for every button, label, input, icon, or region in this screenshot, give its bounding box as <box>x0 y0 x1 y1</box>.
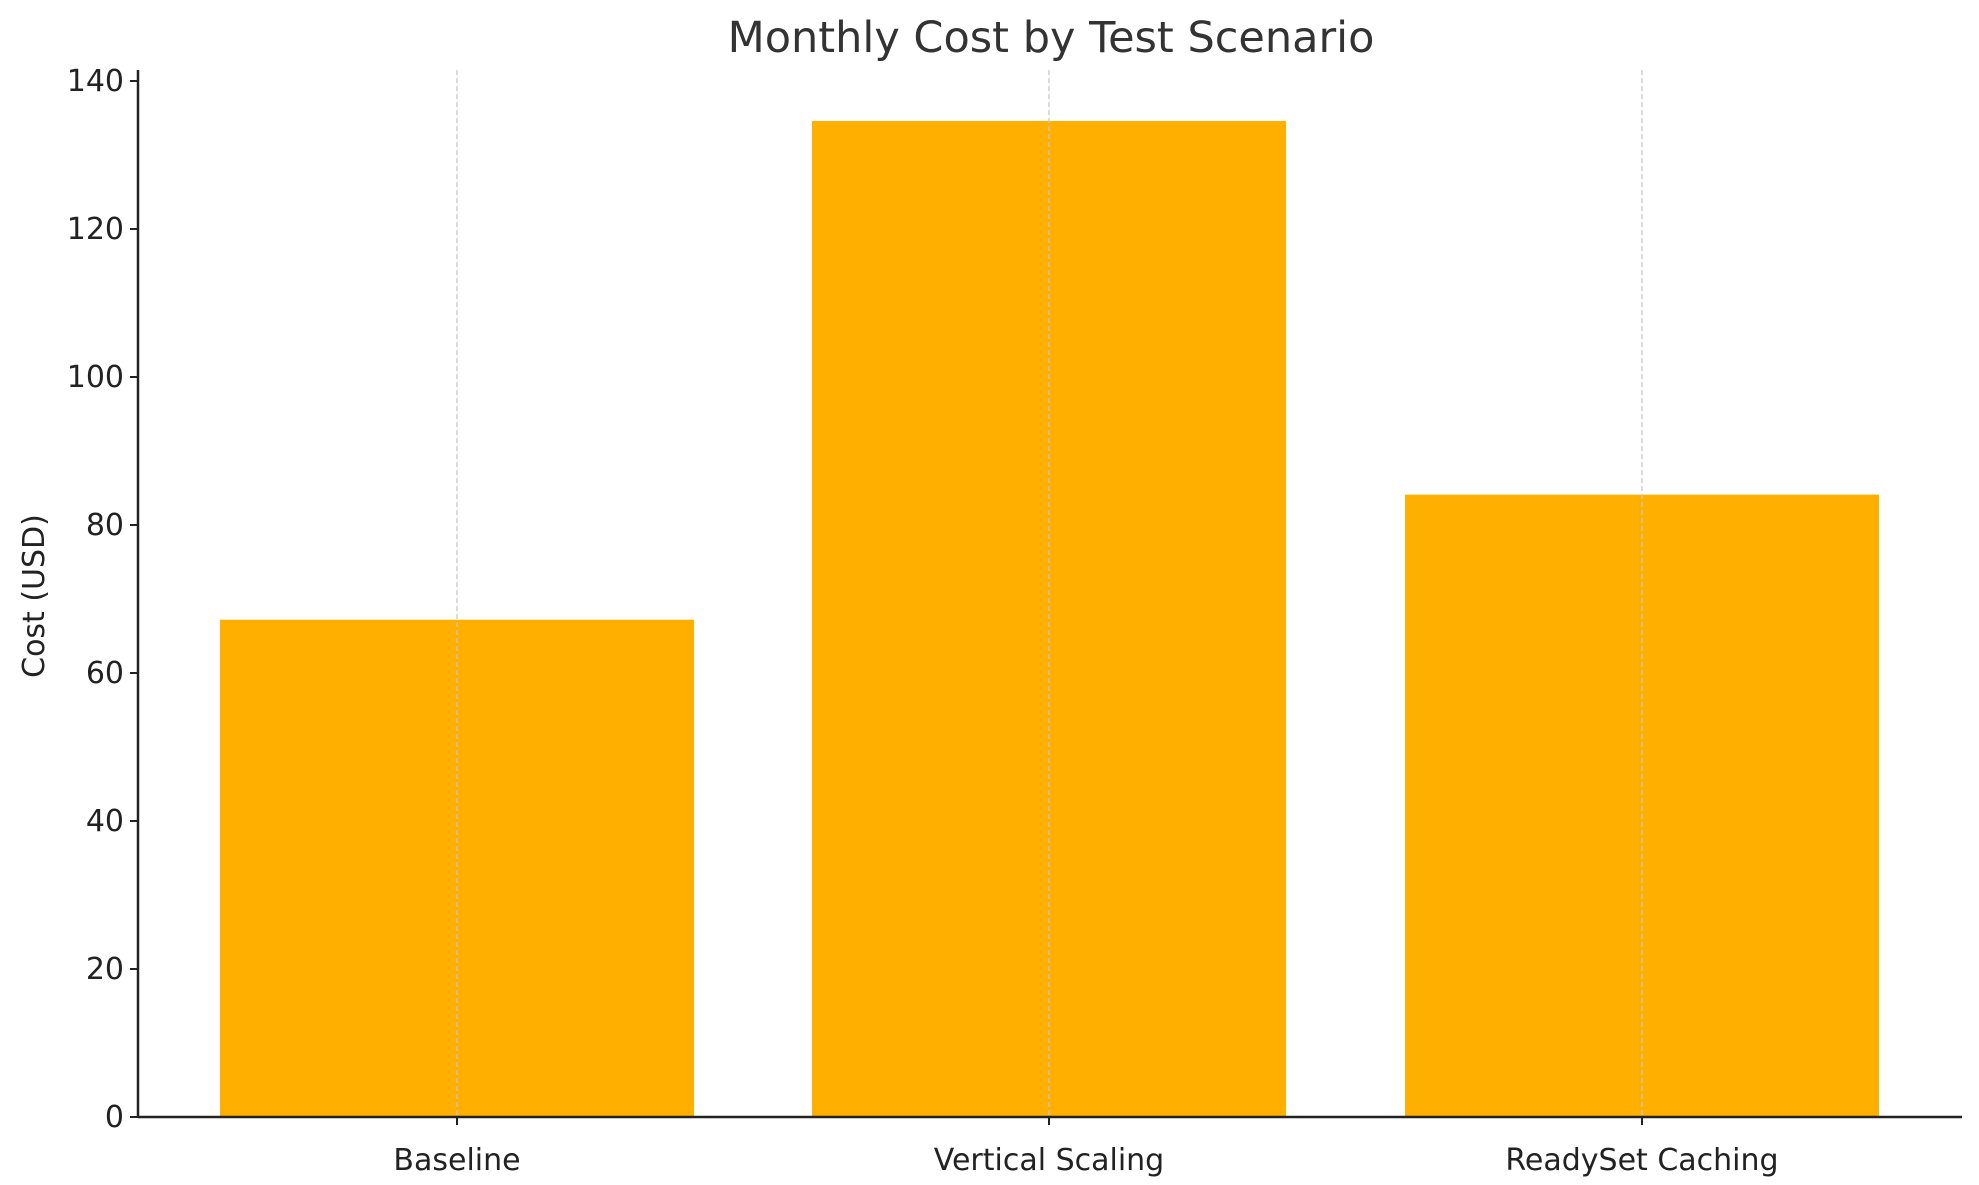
y-tick-label: 40 <box>86 804 124 839</box>
x-ticks: Baseline Vertical Scaling ReadySet Caching <box>393 1117 1779 1178</box>
chart-title: Monthly Cost by Test Scenario <box>728 13 1375 63</box>
y-tick-label: 0 <box>105 1100 124 1135</box>
x-tick-label: Vertical Scaling <box>934 1143 1164 1178</box>
y-tick-label: 140 <box>67 64 124 99</box>
y-tick-label: 120 <box>67 212 124 247</box>
y-tick-label: 20 <box>86 952 124 987</box>
grid-lines <box>456 70 1643 1117</box>
y-tick-label: 80 <box>86 508 124 543</box>
y-tick-label: 60 <box>86 656 124 691</box>
y-ticks: 0 20 40 60 80 100 120 140 <box>67 64 138 1135</box>
y-axis-label: Cost (USD) <box>17 514 52 678</box>
x-tick-label: Baseline <box>393 1143 520 1178</box>
x-tick-label: ReadySet Caching <box>1505 1143 1778 1178</box>
y-tick-label: 100 <box>67 360 124 395</box>
